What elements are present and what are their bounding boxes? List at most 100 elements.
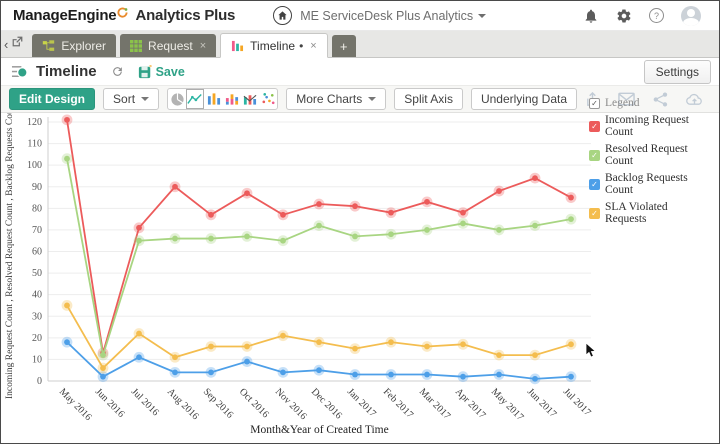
data-point[interactable]	[64, 339, 70, 346]
gear-icon[interactable]	[616, 8, 632, 24]
data-point[interactable]	[172, 354, 178, 361]
data-point[interactable]	[424, 227, 430, 233]
data-point[interactable]	[136, 354, 142, 361]
scatter-chart-icon[interactable]	[259, 89, 277, 109]
home-icon	[273, 6, 293, 25]
tab-close-icon[interactable]: ×	[310, 39, 317, 52]
data-point[interactable]	[280, 211, 286, 218]
data-point[interactable]	[460, 373, 466, 380]
pie-chart-icon[interactable]	[168, 89, 186, 109]
data-point[interactable]	[496, 227, 502, 233]
bell-icon[interactable]	[583, 8, 599, 24]
data-point[interactable]	[280, 237, 286, 244]
data-point[interactable]	[316, 201, 322, 207]
data-point[interactable]	[316, 367, 322, 374]
data-point[interactable]	[172, 183, 178, 190]
tab-request[interactable]: Request ×	[120, 34, 217, 57]
refresh-icon[interactable]	[111, 65, 124, 78]
data-point[interactable]	[460, 220, 466, 227]
save-button[interactable]: * Save	[138, 65, 185, 79]
legend-item-checkbox[interactable]: ✓	[589, 207, 600, 219]
data-point[interactable]	[424, 371, 430, 378]
legend-item[interactable]: ✓ Incoming Request Count	[589, 114, 711, 138]
data-point[interactable]	[244, 190, 250, 197]
tab-scroll-left-icon[interactable]: ‹	[4, 37, 9, 52]
data-point[interactable]	[280, 369, 286, 376]
data-point[interactable]	[388, 371, 394, 378]
data-point[interactable]	[64, 155, 70, 162]
legend-checkbox[interactable]: ✓	[589, 97, 600, 109]
combo-chart-icon[interactable]	[241, 89, 259, 109]
data-point[interactable]	[424, 198, 430, 205]
data-point[interactable]	[172, 369, 178, 376]
avatar[interactable]	[681, 5, 701, 26]
data-point[interactable]	[244, 358, 250, 365]
legend-item[interactable]: ✓ SLA Violated Requests	[589, 201, 711, 225]
legend-item[interactable]: ✓ Backlog Requests Count	[589, 172, 711, 196]
tab-close-icon[interactable]: ×	[199, 39, 207, 52]
data-point[interactable]	[568, 194, 574, 201]
new-tab-button[interactable]: +	[331, 35, 356, 57]
data-point[interactable]	[496, 352, 502, 358]
settings-button[interactable]: Settings	[643, 59, 711, 84]
data-point[interactable]	[316, 222, 322, 229]
underlying-data-button[interactable]: Underlying Data	[470, 88, 577, 110]
data-point[interactable]	[352, 345, 358, 352]
data-point[interactable]	[208, 343, 214, 350]
data-point[interactable]	[388, 231, 394, 238]
data-point[interactable]	[100, 365, 106, 371]
data-point[interactable]	[424, 343, 430, 350]
data-point[interactable]	[208, 369, 214, 376]
legend-toggle[interactable]: ✓ Legend	[589, 97, 711, 109]
data-point[interactable]	[496, 371, 502, 378]
sort-button[interactable]: Sort	[103, 88, 160, 110]
data-point[interactable]	[532, 175, 538, 182]
data-point[interactable]	[136, 224, 142, 231]
stacked-bar-icon[interactable]	[223, 89, 241, 109]
bar-chart-icon[interactable]	[204, 89, 222, 109]
popout-icon[interactable]	[11, 35, 24, 53]
data-point[interactable]	[460, 209, 466, 216]
data-point[interactable]	[100, 352, 106, 358]
data-point[interactable]	[100, 373, 106, 380]
data-point[interactable]	[244, 233, 250, 240]
legend-item-checkbox[interactable]: ✓	[589, 120, 600, 132]
data-point[interactable]	[352, 203, 358, 210]
legend-item-checkbox[interactable]: ✓	[589, 178, 600, 190]
edit-design-button[interactable]: Edit Design	[9, 88, 96, 110]
data-point[interactable]	[136, 330, 142, 337]
help-icon[interactable]: ?	[649, 8, 664, 23]
share-icon[interactable]	[653, 91, 668, 107]
data-point[interactable]	[388, 339, 394, 346]
data-point[interactable]	[532, 375, 538, 382]
data-point[interactable]	[244, 343, 250, 350]
data-point[interactable]	[532, 222, 538, 229]
data-point[interactable]	[208, 211, 214, 218]
data-point[interactable]	[568, 373, 574, 380]
data-point[interactable]	[352, 371, 358, 378]
data-point[interactable]	[568, 341, 574, 348]
email-icon[interactable]	[618, 92, 635, 106]
more-charts-button[interactable]: More Charts	[286, 88, 387, 110]
data-point[interactable]	[136, 237, 142, 244]
data-point[interactable]	[172, 235, 178, 242]
data-point[interactable]	[388, 209, 394, 216]
data-point[interactable]	[280, 332, 286, 339]
data-point[interactable]	[64, 116, 70, 123]
data-point[interactable]	[496, 188, 502, 194]
data-point[interactable]	[532, 352, 538, 358]
cloud-upload-icon[interactable]	[686, 93, 703, 106]
data-point[interactable]	[316, 339, 322, 346]
line-chart-icon[interactable]	[186, 89, 205, 109]
legend-item-checkbox[interactable]: ✓	[589, 149, 600, 161]
data-point[interactable]	[64, 302, 70, 309]
data-point[interactable]	[208, 235, 214, 242]
data-point[interactable]	[352, 233, 358, 240]
split-axis-button[interactable]: Split Axis	[394, 88, 463, 110]
tab-explorer[interactable]: Explorer	[32, 34, 117, 57]
legend-item[interactable]: ✓ Resolved Request Count	[589, 143, 711, 167]
data-point[interactable]	[568, 216, 574, 223]
workspace-switcher[interactable]: ME ServiceDesk Plus Analytics	[273, 6, 487, 25]
tab-timeline[interactable]: Timeline • ×	[220, 33, 328, 58]
data-point[interactable]	[460, 341, 466, 348]
